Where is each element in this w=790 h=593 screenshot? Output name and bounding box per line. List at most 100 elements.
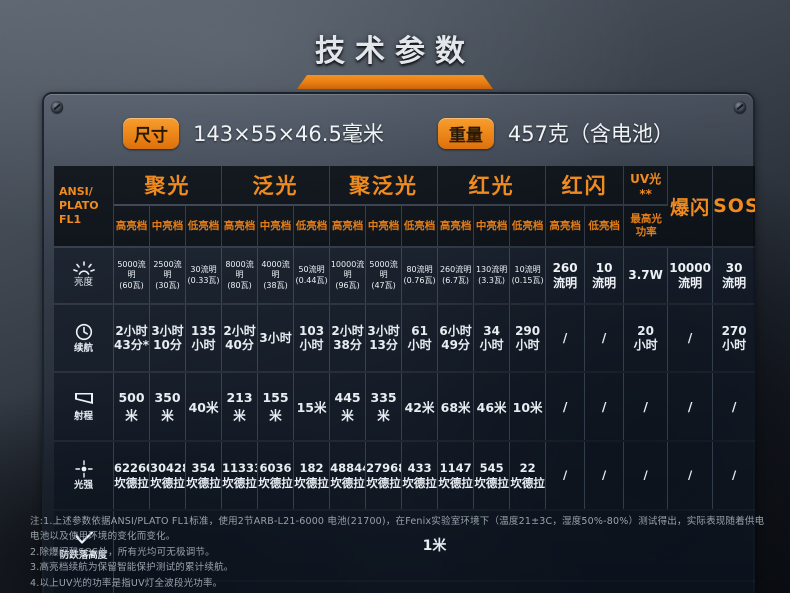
spec-cell: 2小时 43分* <box>114 305 150 372</box>
footnote-2: 2.除爆闪和SOS外，所有光均可无极调节。 <box>30 546 215 558</box>
spec-cell: 4000流明 (38瓦) <box>258 248 295 304</box>
screw-icon <box>51 101 63 113</box>
subheader: 最高光 功率 <box>624 206 669 246</box>
spec-cell: 22 坎德拉 <box>510 442 547 509</box>
spec-cell: 6036 坎德拉 <box>258 442 295 509</box>
spec-cell: / <box>585 373 625 441</box>
spec-cell: / <box>713 373 756 441</box>
spec-cell: 433 坎德拉 <box>402 442 439 509</box>
page-title: 技术参数 <box>315 34 475 69</box>
brightness-sun-icon <box>72 261 95 276</box>
drop-test-check-icon <box>75 531 93 544</box>
runtime-clock-icon <box>75 323 92 340</box>
dimensions-weight-row: 尺寸 143×55×46.5毫米 重量 457克（含电池） <box>54 114 743 152</box>
group-red-flash: 红闪 <box>546 166 625 204</box>
subheader: 高亮档 <box>222 206 259 246</box>
row-drop-resistance: 防跌落高度 1米 <box>54 510 756 580</box>
spec-cell: 3小时 13分 <box>366 305 403 372</box>
group-red: 红光 <box>438 166 547 204</box>
spec-cell: 10米 <box>510 373 547 441</box>
sub-header-row: 高亮档 中亮档 低亮档 高亮档 中亮档 低亮档 高亮档 中亮档 低亮档 高亮档 … <box>54 206 755 246</box>
subheader: 中亮档 <box>474 206 511 246</box>
subheader: 低亮档 <box>186 206 223 246</box>
subheader: 低亮档 <box>510 206 547 246</box>
spec-cell: 2小时 40分 <box>222 305 259 372</box>
spec-cell: 27968 坎德拉 <box>366 442 403 509</box>
subheader: 低亮档 <box>294 206 331 246</box>
spec-cell: / <box>546 373 586 441</box>
row-protection-rating: 防护等级 IP68 <box>54 581 756 593</box>
weight-badge: 重量 <box>437 117 494 149</box>
spec-cell: / <box>624 442 669 509</box>
spec-cell: 545 坎德拉 <box>474 442 511 509</box>
group-uv: UV光** <box>624 166 669 204</box>
footnote-4: 4.以上UV光的功率是指UV灯全波段光功率。 <box>30 577 223 589</box>
spec-cell: / <box>546 442 586 509</box>
row-runtime: 续航 2小时 43分* 3小时 10分 135 小时 2小时 40分 3小时 1… <box>54 305 756 372</box>
dimensions-value: 143×55×46.5毫米 <box>193 122 384 146</box>
spec-cell: 3小时 10分 <box>150 305 186 372</box>
intensity-crosshair-icon <box>74 459 93 478</box>
row-label-brightness: 亮度 <box>54 248 114 304</box>
subheader: 高亮档 <box>114 206 150 246</box>
spec-cell: 290 小时 <box>510 305 547 372</box>
spec-cell: 61 小时 <box>402 305 439 372</box>
spec-cell: / <box>585 305 625 372</box>
row-label-text: 亮度 <box>73 277 93 289</box>
spec-cell: 130流明 (3.3瓦) <box>474 248 511 304</box>
row-label-drop-resistance: 防跌落高度 <box>54 510 114 580</box>
row-label-text: 续航 <box>73 342 93 354</box>
spec-cell: 10流明 (0.15瓦) <box>510 248 547 304</box>
spec-cell: 10000流明 (96瓦) <box>330 248 367 304</box>
spec-table: ANSI/ PLATO FL1 聚光 泛光 聚泛光 红光 红闪 UV光** 爆闪… <box>54 164 756 593</box>
spec-cell: 5000流明 (47瓦) <box>366 248 403 304</box>
subheader: 中亮档 <box>258 206 295 246</box>
col-strobe: 爆闪 <box>668 166 714 246</box>
row-label-beam-distance: 射程 <box>54 373 114 441</box>
spec-cell: 15米 <box>294 373 331 441</box>
spec-cell: 20 小时 <box>624 305 669 372</box>
spec-cell: 48844 坎德拉 <box>330 442 367 509</box>
col-sos: SOS <box>713 166 756 246</box>
spec-cell: 2500流明 (30瓦) <box>150 248 186 304</box>
spec-cell: 30428 坎德拉 <box>150 442 186 509</box>
spec-cell: / <box>668 305 714 372</box>
spec-cell: 68米 <box>438 373 475 441</box>
spec-cell: 335米 <box>366 373 403 441</box>
row-label-protection-rating: 防护等级 <box>54 581 114 593</box>
page-header: 技术参数 <box>0 26 790 89</box>
group-flood: 泛光 <box>222 166 331 204</box>
subheader: 低亮档 <box>585 206 625 246</box>
row-beam-distance: 射程 500米 350米 40米 213米 155米 15米 445米 335米… <box>54 373 756 441</box>
subheader: 高亮档 <box>330 206 367 246</box>
row-label-text: 光强 <box>73 479 93 491</box>
group-header-row: ANSI/ PLATO FL1 聚光 泛光 聚泛光 红光 红闪 UV光** 爆闪… <box>54 166 756 246</box>
spec-cell: 155米 <box>258 373 295 441</box>
spec-cell: 42米 <box>402 373 439 441</box>
row-label-text: 防跌落高度 <box>59 549 108 561</box>
spec-cell: 10 流明 <box>585 248 625 304</box>
standard-label: ANSI/ PLATO FL1 <box>54 166 114 246</box>
spec-cell: 6小时 49分 <box>438 305 475 372</box>
screw-icon <box>734 101 746 113</box>
spec-cell: 3.7W <box>624 248 669 304</box>
spec-cell: 80流明 (0.76瓦) <box>402 248 439 304</box>
beam-distance-icon <box>74 393 93 405</box>
spec-cell: / <box>624 373 669 441</box>
spec-cell: / <box>713 442 756 509</box>
spec-cell: 260 流明 <box>546 248 586 304</box>
spec-cell: 8000流明 (80瓦) <box>222 248 259 304</box>
row-label-intensity: 光强 <box>54 442 114 509</box>
spec-cell: 34 小时 <box>474 305 511 372</box>
row-intensity: 光强 62260 坎德拉 30428 坎德拉 354 坎德拉 11333 坎德拉… <box>54 442 756 509</box>
group-spot-flood: 聚泛光 <box>330 166 439 204</box>
spec-cell: / <box>668 442 714 509</box>
spec-cell: 10000 流明 <box>668 248 714 304</box>
spec-cell: 62260 坎德拉 <box>114 442 150 509</box>
drop-resistance-value: 1米 <box>114 510 756 580</box>
subheader: 中亮档 <box>150 206 186 246</box>
spec-cell: 213米 <box>222 373 259 441</box>
subheader: 低亮档 <box>402 206 439 246</box>
spec-cell: 46米 <box>474 373 511 441</box>
spec-cell: 260流明 (6.7瓦) <box>438 248 475 304</box>
